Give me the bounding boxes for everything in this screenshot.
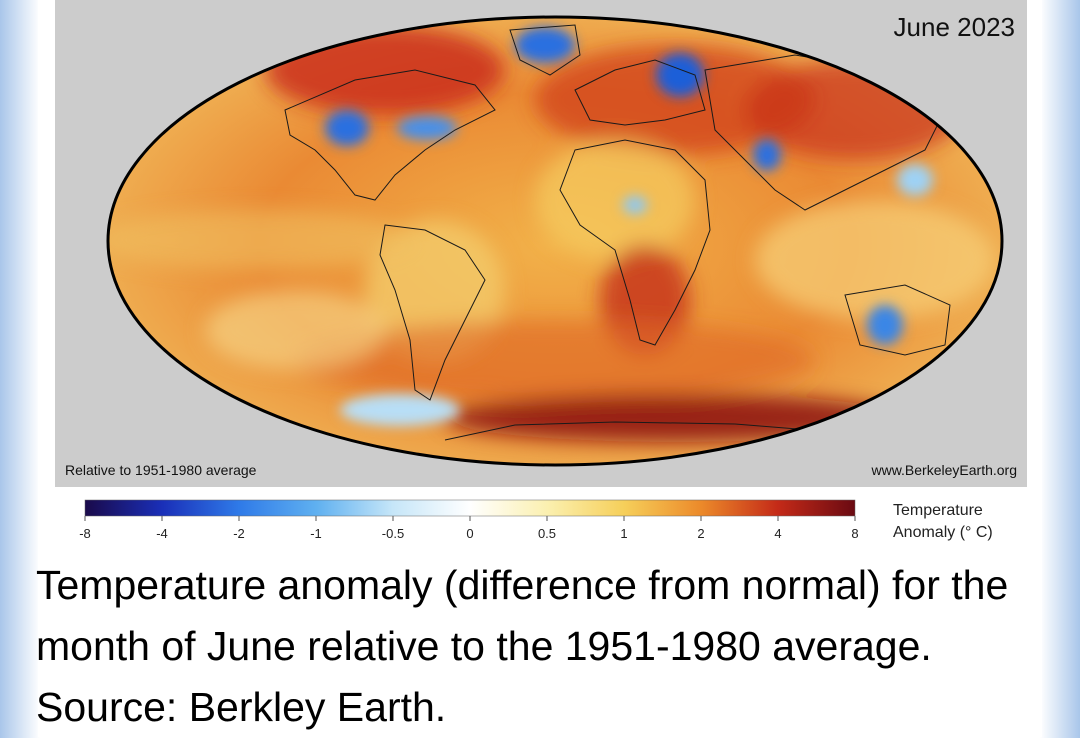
colorbar-tick-label: 0 [466, 526, 473, 541]
source-url: www.BerkeleyEarth.org [871, 462, 1017, 478]
australia-outline [844, 284, 951, 356]
anomaly-field [108, 17, 1002, 465]
colorbar-tick-label: -2 [233, 526, 245, 541]
greenland-outline [509, 24, 581, 76]
legend-title-line1: Temperature [893, 502, 983, 519]
north-america-outline [284, 69, 496, 201]
africa-outline [559, 139, 711, 346]
legend-title-line2: Anomaly (° C) [893, 524, 993, 541]
europe-outline [574, 59, 706, 126]
globe-border [106, 15, 1004, 467]
colorbar-tick-label: 2 [697, 526, 704, 541]
colorbar-tick-label: -4 [156, 526, 168, 541]
colorbar-tick-label: 1 [620, 526, 627, 541]
colorbar-tick-label: -8 [79, 526, 91, 541]
world-map [106, 15, 1004, 467]
colorbar-tick-label: 4 [774, 526, 781, 541]
map-title: June 2023 [893, 12, 1015, 42]
colorbar-ticks: -8 -4 -2 -1 -0.5 0 0.5 1 2 4 8 [79, 516, 859, 541]
legend-title: Temperature Anomaly (° C) [893, 500, 993, 544]
colorbar-tick-label: -1 [310, 526, 322, 541]
caption: Temperature anomaly (difference from nor… [36, 562, 1009, 730]
cold-anomaly-patches [325, 27, 933, 426]
south-america-outline [379, 224, 486, 401]
colorbar-tick-label: 8 [851, 526, 858, 541]
colorbar-tick-label: 0.5 [538, 526, 556, 541]
map-panel: June 2023 Relative to 1951-1980 average … [55, 0, 1027, 487]
colorbar: -8 -4 -2 -1 -0.5 0 0.5 1 2 4 8 [79, 499, 859, 541]
colorbar-gradient [84, 499, 856, 517]
colorbar-tick-label: -0.5 [382, 526, 404, 541]
baseline-note: Relative to 1951-1980 average [65, 462, 257, 478]
